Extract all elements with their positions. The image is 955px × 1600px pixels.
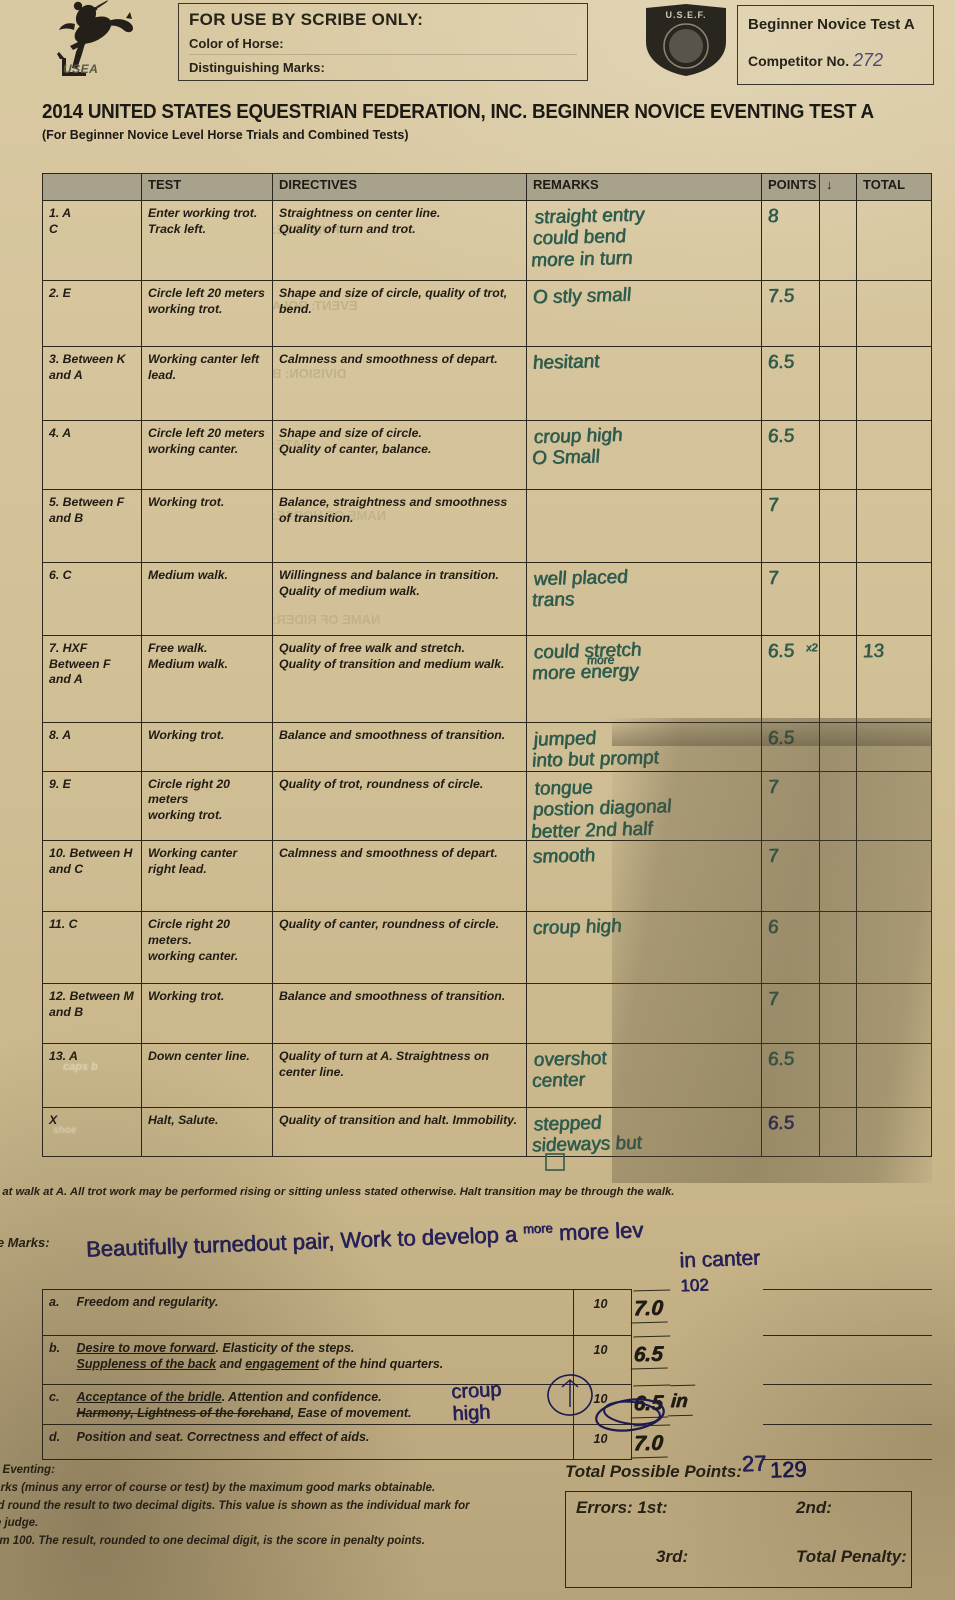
svg-text:USEA: USEA [63, 62, 98, 76]
svg-text:U.S.E.F.: U.S.E.F. [665, 10, 706, 20]
